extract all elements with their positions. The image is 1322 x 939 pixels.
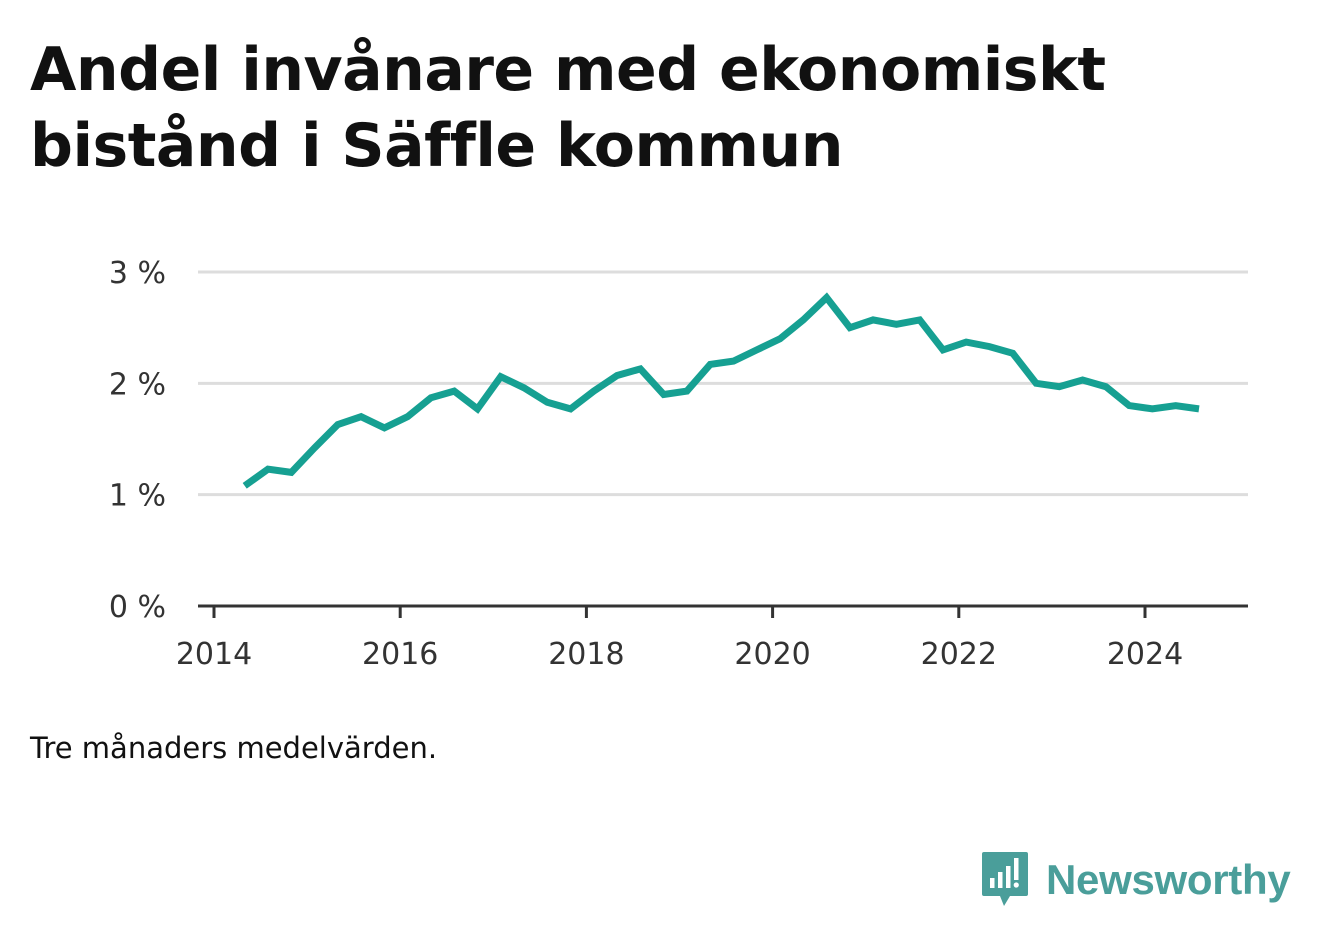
y-tick-label: 0 % xyxy=(109,590,166,625)
data-point xyxy=(1149,405,1156,412)
data-point xyxy=(986,343,993,350)
data-point xyxy=(614,372,621,379)
x-tick-label: 2018 xyxy=(548,637,624,672)
x-tick-label: 2014 xyxy=(176,637,252,672)
series-line-0 xyxy=(242,292,1200,489)
data-point xyxy=(264,466,271,473)
data-point xyxy=(939,346,946,353)
data-point xyxy=(800,316,807,323)
data-point xyxy=(1079,376,1086,383)
chart-title: Andel invånare med ekonomiskt bistånd i … xyxy=(30,35,1106,181)
data-point xyxy=(893,321,900,328)
data-point xyxy=(1126,402,1133,409)
data-point xyxy=(1033,380,1040,387)
bar-chart-speech-bubble-icon xyxy=(982,852,1028,906)
x-axis xyxy=(198,604,1248,618)
x-axis-labels: 2014 2016 2018 2020 2022 2024 xyxy=(176,637,1183,672)
data-point xyxy=(404,413,411,420)
data-point xyxy=(1056,383,1063,390)
data-point xyxy=(567,405,574,412)
data-point xyxy=(753,346,760,353)
data-point xyxy=(288,469,295,476)
chart-note: Tre månaders medelvärden. xyxy=(30,731,438,765)
brand-name: Newsworthy xyxy=(1046,856,1291,903)
data-point xyxy=(427,394,434,401)
data-point xyxy=(660,391,667,398)
data-point xyxy=(683,388,690,395)
data-point xyxy=(381,424,388,431)
data-point xyxy=(637,365,644,372)
data-point xyxy=(916,316,923,323)
data-point xyxy=(474,405,481,412)
data-point xyxy=(241,482,248,489)
y-axis-labels: 0 % 1 % 2 % 3 % xyxy=(109,256,166,625)
y-tick-label: 3 % xyxy=(109,256,166,291)
data-point xyxy=(1009,350,1016,357)
data-point xyxy=(451,388,458,395)
data-point xyxy=(311,444,318,451)
brand-logo: Newsworthy xyxy=(980,850,1291,910)
data-point xyxy=(358,413,365,420)
data-point xyxy=(1195,405,1202,412)
data-point xyxy=(1102,383,1109,390)
x-tick-label: 2022 xyxy=(921,637,997,672)
data-point xyxy=(334,421,341,428)
x-tick-label: 2024 xyxy=(1107,637,1183,672)
data-point xyxy=(497,373,504,380)
data-point xyxy=(870,316,877,323)
data-point xyxy=(1172,402,1179,409)
data-point xyxy=(846,324,853,331)
data-point xyxy=(707,361,714,368)
y-tick-label: 1 % xyxy=(109,479,166,514)
x-tick-label: 2020 xyxy=(734,637,810,672)
data-point xyxy=(963,339,970,346)
series-layer xyxy=(241,292,1202,489)
y-tick-label: 2 % xyxy=(109,367,166,402)
data-point xyxy=(590,388,597,395)
data-point xyxy=(777,335,784,342)
data-point xyxy=(823,294,830,301)
data-point xyxy=(730,358,737,365)
x-tick-label: 2016 xyxy=(362,637,438,672)
data-point xyxy=(521,384,528,391)
data-point xyxy=(544,399,551,406)
